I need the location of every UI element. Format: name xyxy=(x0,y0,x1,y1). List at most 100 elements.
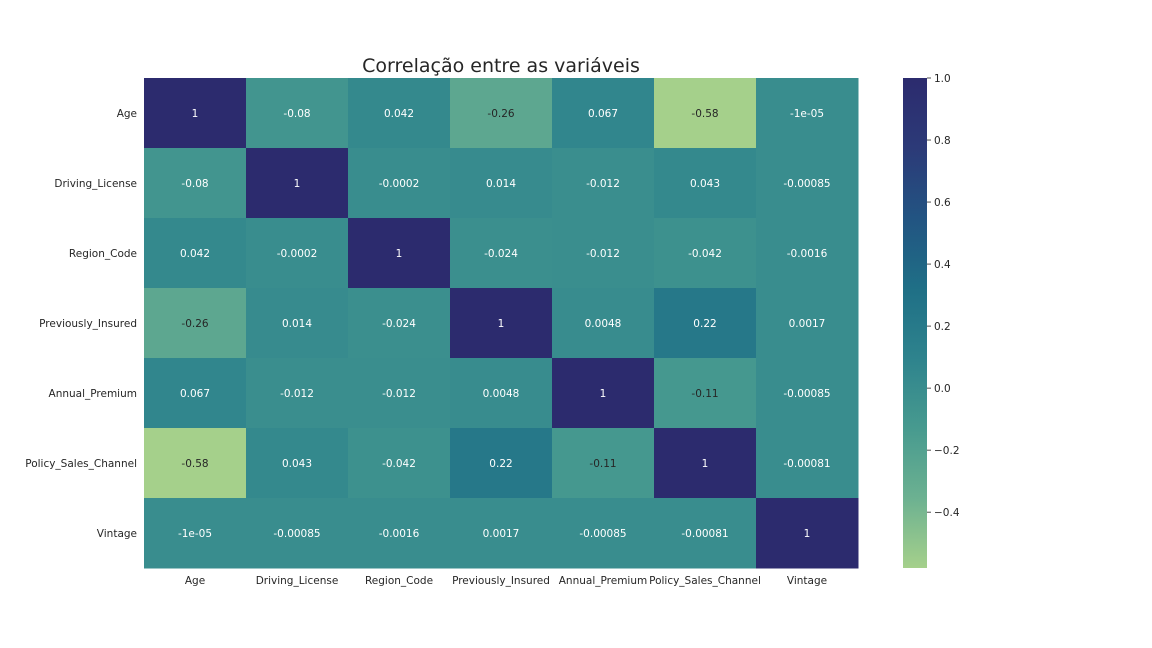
heatmap-cell xyxy=(654,498,757,569)
cell-annotation: -0.012 xyxy=(586,178,620,190)
heatmap-cell xyxy=(450,428,553,499)
cell-annotation: 1 xyxy=(396,248,403,260)
cell-annotation: -0.0002 xyxy=(277,248,318,260)
x-tick-label: Previously_Insured xyxy=(452,575,550,587)
y-tick-label: Age xyxy=(117,108,137,120)
cell-annotation: -0.08 xyxy=(181,178,208,190)
colorbar-tick-label: −0.2 xyxy=(934,445,960,457)
cell-annotation: -0.00085 xyxy=(783,178,830,190)
y-tick-label: Region_Code xyxy=(69,248,137,260)
heatmap-cell xyxy=(552,428,655,499)
heatmap-cell xyxy=(756,148,859,219)
heatmap-cell xyxy=(246,218,349,289)
cell-annotation: -0.024 xyxy=(382,318,416,330)
cell-annotation: 0.042 xyxy=(180,248,210,260)
cell-annotation: -0.024 xyxy=(484,248,518,260)
y-axis-labels: Age Driving_License Region_Code Previously_… xyxy=(25,108,137,540)
heatmap-cell xyxy=(552,78,655,149)
heatmap-cells: 1 -0.08 0.042 -0.26 0.067 -0.58 -1e-05 -0.08 1 -0… xyxy=(144,78,859,569)
x-tick-label: Driving_License xyxy=(256,575,339,587)
heatmap-cell xyxy=(144,288,247,359)
heatmap-cell xyxy=(144,148,247,219)
cell-annotation: 1 xyxy=(600,388,607,400)
cell-annotation: -0.00085 xyxy=(579,528,626,540)
cell-annotation: -0.58 xyxy=(181,458,208,470)
colorbar: 1.0 0.8 0.6 0.4 0.2 0.0 −0.2 −0.4 xyxy=(903,73,960,568)
colorbar-tick-label: 0.8 xyxy=(934,135,951,147)
heatmap-cell xyxy=(654,428,757,499)
cell-annotation: -0.00081 xyxy=(681,528,728,540)
heatmap-cell xyxy=(756,498,859,569)
cell-annotation: -0.00085 xyxy=(783,388,830,400)
heatmap-cell xyxy=(348,498,451,569)
heatmap-cell xyxy=(450,148,553,219)
heatmap-cell xyxy=(348,428,451,499)
y-tick-label: Vintage xyxy=(97,528,137,540)
y-tick-label: Policy_Sales_Channel xyxy=(25,458,137,470)
heatmap-cell xyxy=(144,218,247,289)
heatmap-cell xyxy=(654,148,757,219)
cell-annotation: 0.0048 xyxy=(585,318,622,330)
heatmap-cell xyxy=(144,428,247,499)
heatmap-cell xyxy=(144,78,247,149)
heatmap-cell xyxy=(450,498,553,569)
heatmap-cell xyxy=(144,498,247,569)
heatmap-cell xyxy=(450,288,553,359)
heatmap-cell xyxy=(348,358,451,429)
heatmap-cell xyxy=(450,358,553,429)
cell-annotation: -0.012 xyxy=(280,388,314,400)
y-tick-label: Previously_Insured xyxy=(39,318,137,330)
heatmap-cell xyxy=(348,148,451,219)
heatmap-cell xyxy=(450,78,553,149)
heatmap-cell xyxy=(246,148,349,219)
colorbar-tick-label: 0.4 xyxy=(934,259,951,271)
cell-annotation: -1e-05 xyxy=(790,108,824,120)
heatmap-cell xyxy=(552,218,655,289)
heatmap-cell xyxy=(756,218,859,289)
x-tick-label: Vintage xyxy=(787,575,827,587)
heatmap-cell xyxy=(654,288,757,359)
colorbar-tick-label: 0.0 xyxy=(934,383,951,395)
cell-annotation: -0.26 xyxy=(181,318,208,330)
cell-annotation: -0.012 xyxy=(382,388,416,400)
colorbar-tick-label: 0.6 xyxy=(934,197,951,209)
heatmap-cell xyxy=(348,78,451,149)
cell-annotation: -0.0016 xyxy=(379,528,420,540)
chart-title: Correlação entre as variáveis xyxy=(362,55,640,77)
colorbar-tick-label: 1.0 xyxy=(934,73,951,85)
heatmap-cell xyxy=(552,148,655,219)
cell-annotation: -0.00081 xyxy=(783,458,830,470)
cell-annotation: -0.58 xyxy=(691,108,718,120)
x-tick-label: Annual_Premium xyxy=(559,575,647,587)
cell-annotation: -0.0016 xyxy=(787,248,828,260)
heatmap-cell xyxy=(756,78,859,149)
cell-annotation: 1 xyxy=(294,178,301,190)
cell-annotation: 1 xyxy=(498,318,505,330)
heatmap-cell xyxy=(552,288,655,359)
y-tick-label: Driving_License xyxy=(54,178,137,190)
cell-annotation: -1e-05 xyxy=(178,528,212,540)
cell-annotation: -0.08 xyxy=(283,108,310,120)
heatmap-cell xyxy=(450,218,553,289)
cell-annotation: 0.043 xyxy=(690,178,720,190)
heatmap-cell xyxy=(348,218,451,289)
cell-annotation: 0.043 xyxy=(282,458,312,470)
cell-annotation: 0.014 xyxy=(282,318,312,330)
colorbar-gradient xyxy=(903,78,927,568)
cell-annotation: -0.26 xyxy=(487,108,514,120)
cell-annotation: -0.11 xyxy=(589,458,616,470)
heatmap-cell xyxy=(246,288,349,359)
x-tick-label: Age xyxy=(185,575,205,587)
cell-annotation: 1 xyxy=(702,458,709,470)
y-tick-label: Annual_Premium xyxy=(49,388,137,400)
heatmap-cell xyxy=(246,428,349,499)
heatmap-cell xyxy=(144,358,247,429)
cell-annotation: 0.22 xyxy=(489,458,512,470)
cell-annotation: 0.0017 xyxy=(483,528,520,540)
cell-annotation: -0.0002 xyxy=(379,178,420,190)
cell-annotation: 0.067 xyxy=(180,388,210,400)
cell-annotation: 0.22 xyxy=(693,318,716,330)
cell-annotation: 1 xyxy=(192,108,199,120)
heatmap-cell xyxy=(756,288,859,359)
